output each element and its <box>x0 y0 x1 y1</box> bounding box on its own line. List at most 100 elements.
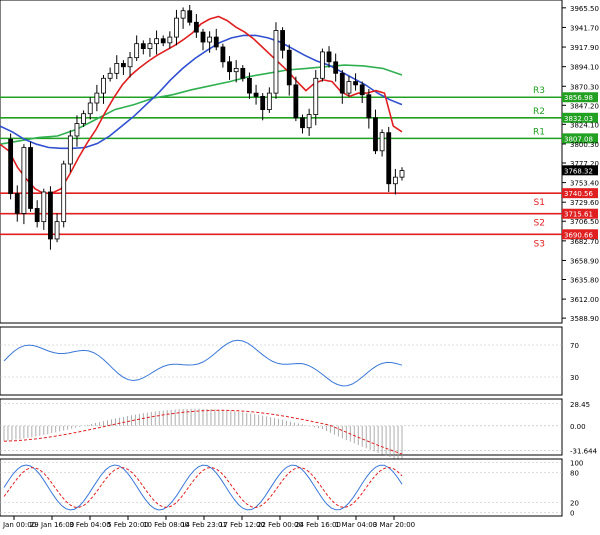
candle-up <box>127 57 133 68</box>
time-tick-label: 24 Feb 16:00 <box>295 521 341 529</box>
candle-up <box>207 36 213 43</box>
last-price-tag <box>562 165 598 176</box>
price-tick-label: 3682.70 <box>570 238 599 246</box>
candle-up <box>392 176 398 185</box>
candle-up <box>67 135 73 165</box>
candle-up <box>313 77 319 115</box>
indicator-1-line <box>3 339 403 387</box>
candle-down <box>359 84 365 96</box>
indicator-3-tick-label: 80 <box>570 470 579 478</box>
indicator-1-panel-frame <box>0 326 563 396</box>
candle-up <box>399 170 405 178</box>
ma-fast-line <box>0 15 403 195</box>
candle-up <box>134 43 140 59</box>
candle-down <box>353 81 358 86</box>
candle-down <box>293 84 299 119</box>
time-tick-label: 22 Feb 00:00 <box>257 521 303 529</box>
candle-up <box>41 191 47 223</box>
time-tick-label: 17 Feb 12:00 <box>219 521 265 529</box>
price-tick-label: 3588.90 <box>570 315 599 323</box>
price-tick-label: 3635.80 <box>570 276 599 284</box>
candle-up <box>174 17 179 38</box>
candle-down <box>220 46 226 63</box>
candle-up <box>54 221 60 240</box>
candle-up <box>87 102 93 115</box>
price-panel-frame <box>0 0 563 324</box>
time-tick-label: 1 Mar 04:00 <box>335 521 377 529</box>
time-tick-label: 14 Feb 23:01 <box>181 521 227 529</box>
candle-down <box>373 117 378 152</box>
price-tick-label: 3824.10 <box>570 121 599 129</box>
candle-down <box>240 67 246 79</box>
indicator-2-panel-frame <box>0 398 563 456</box>
indicator-1-panel: 70 30 <box>0 339 579 387</box>
candle-up <box>101 77 106 94</box>
candle-up <box>61 163 67 223</box>
price-tick-label: 3658.90 <box>570 257 599 265</box>
indicator-3-tick-label: 20 <box>570 500 579 508</box>
candle-down <box>200 31 206 43</box>
time-tick-label: 5 Feb 20:00 <box>107 521 148 529</box>
price-tick-label: 3753.40 <box>570 180 599 188</box>
level-name-r1: R1 <box>533 127 545 137</box>
candle-down <box>14 193 20 214</box>
level-price-label-r1: 3807.08 <box>564 135 593 143</box>
candle-up <box>81 113 86 124</box>
time-tick-label: 10 Feb 08:00 <box>143 521 189 529</box>
last-price-label: 3768.32 <box>564 167 593 175</box>
candle-down <box>333 61 339 74</box>
level-name-r3: R3 <box>533 86 545 96</box>
level-price-tag-s2 <box>562 208 598 219</box>
level-name-r2: R2 <box>533 107 545 117</box>
level-price-label-s1: 3740.56 <box>564 190 593 198</box>
candle-down <box>48 191 53 240</box>
candle-up <box>154 38 159 45</box>
level-price-tag-s1 <box>562 188 598 199</box>
time-tick-label: 27 Jan 00:00 <box>0 521 36 529</box>
price-tick-label: 3917.90 <box>570 44 599 52</box>
level-price-label-s2: 3715.61 <box>564 211 593 219</box>
indicator-2-panel: 28.45 0.00 -31.644 <box>0 401 598 461</box>
price-tick-label: 3894.10 <box>570 64 599 72</box>
candle-down <box>160 38 166 44</box>
support-resistance-levels: R3 3856.98 R2 3832.03 R1 3807.08 S1 3740.56 S2 37… <box>0 86 598 249</box>
level-price-tag-r1 <box>562 133 598 144</box>
candle-down <box>8 138 14 195</box>
candle-up <box>107 72 113 79</box>
candle-up <box>74 123 80 137</box>
level-price-label-r2: 3832.03 <box>564 115 593 123</box>
candle-up <box>273 30 279 94</box>
level-price-label-s3: 3690.66 <box>564 231 593 239</box>
candle-down <box>187 10 193 23</box>
candle-down <box>366 94 372 119</box>
candle-down <box>140 43 146 50</box>
price-tick-label: 3612.00 <box>570 296 599 304</box>
candle-up <box>306 114 312 129</box>
candle-up <box>319 51 325 79</box>
time-tick-label: 3 Feb 04:00 <box>69 521 110 529</box>
indicator-3-panel: 100 80 20 0 <box>0 460 583 518</box>
price-tick-label: 3729.60 <box>570 199 599 207</box>
price-tick-label: 3777.20 <box>570 160 599 168</box>
candle-down <box>34 208 40 223</box>
level-price-tag-r2 <box>562 112 598 123</box>
candle-down <box>121 63 126 68</box>
candle-up <box>94 92 100 104</box>
level-name-s1: S1 <box>534 198 545 208</box>
candle-down <box>28 147 33 209</box>
candle-down <box>339 72 345 94</box>
candle-up <box>167 36 173 44</box>
price-tick-label: 3870.30 <box>570 83 599 91</box>
candle-down <box>193 21 199 33</box>
candle-down <box>253 92 259 97</box>
indicator-3-tick-label: 0 <box>570 510 574 518</box>
indicator-3-tick-label: 100 <box>570 460 583 468</box>
indicator-1-tick-label: 30 <box>570 374 579 382</box>
indicator-1-tick-label: 70 <box>570 342 579 350</box>
level-price-tag-s3 <box>562 229 598 240</box>
candle-up <box>147 43 153 50</box>
candle-down <box>247 77 252 94</box>
